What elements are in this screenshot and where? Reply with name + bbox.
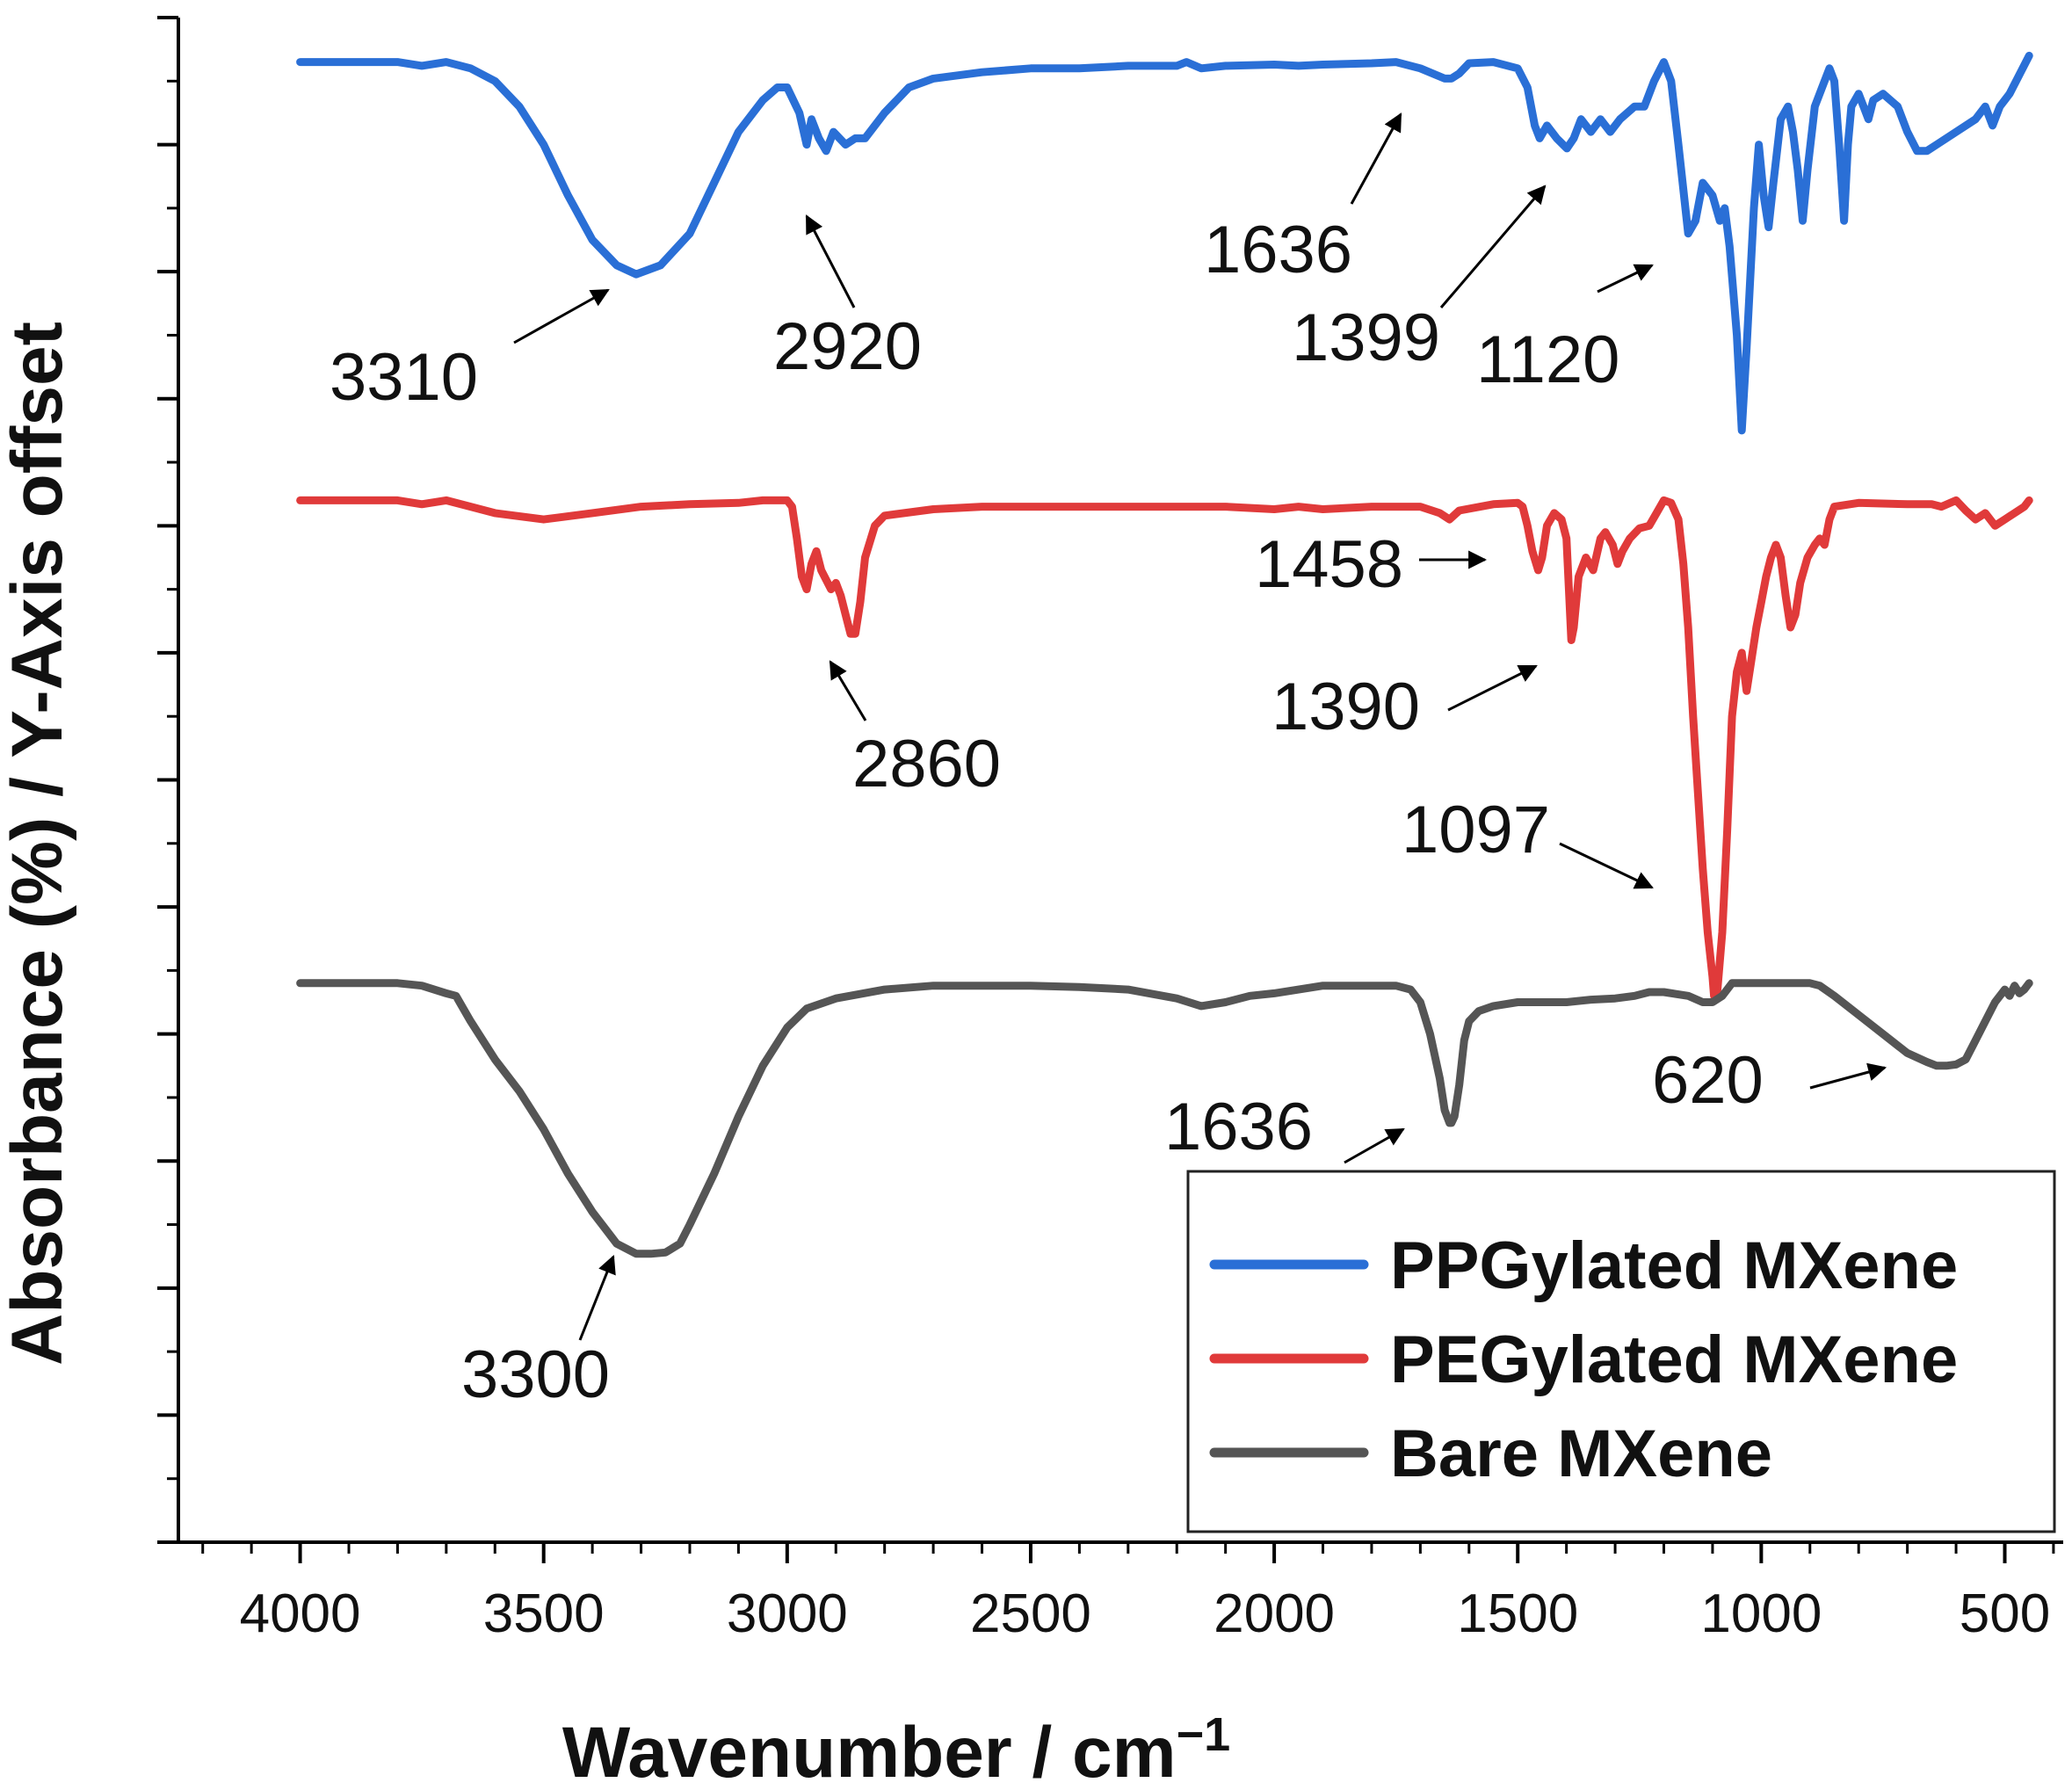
annotation-label: 1120 [1476, 322, 1619, 397]
x-tick-label: 3000 [727, 1583, 848, 1644]
annotation-arrow [1344, 1127, 1405, 1164]
annotation-arrow [1350, 112, 1402, 205]
annotation-label: 1097 [1402, 793, 1550, 867]
annotation-arrow [829, 660, 867, 721]
x-tick-label: 4000 [240, 1583, 361, 1644]
annotation-label: 3300 [461, 1337, 610, 1412]
annotation-arrow [805, 214, 856, 308]
annotation-layer: 3310 2920 1636 1399 1120 2860 1458 1390 1097 3300… [330, 112, 1887, 1412]
annotation-label: 1399 [1292, 301, 1440, 375]
legend-label: Bare MXene [1390, 1417, 1772, 1491]
y-axis-title: Absorbance (%) / Y-Axis offset [0, 322, 77, 1366]
annotation-arrow [1597, 264, 1654, 294]
annotation-arrow [513, 288, 610, 344]
x-axis-title: Wavenumber / cm [562, 1713, 1177, 1790]
annotation-label: 1636 [1204, 213, 1352, 287]
legend-label: PEGylated MXene [1390, 1323, 1958, 1397]
annotation-label: 1458 [1255, 527, 1403, 602]
annotation-label: 3310 [330, 340, 478, 415]
annotation-arrow [1809, 1062, 1887, 1090]
series-line-ppgylated-mxene [296, 51, 2033, 435]
series-layer [296, 51, 2033, 1258]
legend-label: PPGylated MXene [1390, 1228, 1958, 1303]
annotation-label: 1390 [1271, 670, 1420, 744]
x-axis-title-group: Wavenumber / cm−1 [562, 1708, 1230, 1790]
series-line-pegylated-mxene [296, 496, 2033, 1000]
annotation-label: 2860 [852, 727, 1001, 801]
x-tick-label: 2500 [970, 1583, 1091, 1644]
legend: PPGylated MXene PEGylated MXene Bare MXene [1186, 1170, 2056, 1533]
x-tick-label: 1500 [1457, 1583, 1578, 1644]
annotation-label: 1636 [1164, 1090, 1313, 1164]
annotation-arrow [578, 1255, 616, 1341]
annotation-arrow [1439, 185, 1547, 308]
x-tick-label: 2000 [1213, 1583, 1335, 1644]
annotation-arrow [1447, 664, 1538, 712]
legend-box [1186, 1170, 2056, 1533]
annotation-label: 2920 [773, 309, 922, 384]
series-line-bare-mxene [296, 979, 2033, 1258]
annotation-arrow [1559, 842, 1654, 889]
x-tick-label: 500 [1960, 1583, 2050, 1644]
x-axis-title-superscript: −1 [1177, 1708, 1231, 1761]
x-tick-label: 1000 [1700, 1583, 1822, 1644]
annotation-label: 620 [1652, 1043, 1764, 1118]
axes: 4000 3500 3000 2500 2000 1500 1000 500 [157, 16, 2063, 1644]
x-tick-label: 3500 [483, 1583, 605, 1644]
